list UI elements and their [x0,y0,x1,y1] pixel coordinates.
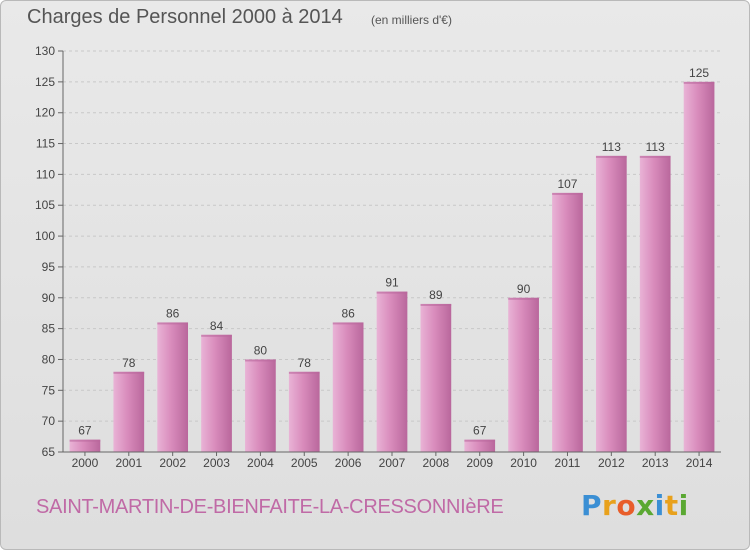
bar-value-label: 90 [517,282,531,296]
bar-cap [113,371,145,374]
bar-value-label: 113 [646,140,665,154]
bar-cap [464,439,496,442]
bar-cap [683,81,715,84]
logo-letter: i [678,489,689,522]
bar-value-label: 80 [254,343,268,357]
bar-value-label: 113 [602,140,621,154]
x-tick-label: 2004 [247,456,274,470]
bar-cap [552,192,583,195]
bar [376,291,408,452]
y-tick-label: 75 [42,383,56,397]
bar-cap [420,303,452,306]
logo-letter: t [664,489,679,522]
bar-cap [245,359,276,362]
x-tick-label: 2009 [466,456,493,470]
commune-name: SAINT-MARTIN-DE-BIENFAITE-LA-CRESSONNIèR… [36,496,504,518]
x-tick-label: 2002 [159,456,186,470]
x-tick-label: 2008 [423,456,450,470]
bar-cap [595,155,627,158]
bar [508,297,539,452]
logo-letter: x [636,489,655,522]
axes: 65 70 75 80 85 90 95 100 105 110 115 120 125 130 2000 2… [35,44,721,470]
bar-value-label: 67 [78,424,92,438]
bar [245,359,276,452]
x-tick-label: 2005 [291,456,318,470]
chart-subtitle: (en milliers d'€) [371,13,452,27]
bar [639,155,671,452]
bar [288,371,320,452]
x-tick-label: 2010 [510,456,537,470]
y-tick-label: 70 [42,414,56,428]
x-tick-label: 2014 [686,456,713,470]
bar-value-label: 89 [429,288,443,302]
bar-value-label: 86 [166,306,180,320]
logo-letter: o [616,489,637,522]
bar [201,334,232,452]
y-tick-label: 65 [42,445,56,459]
y-tick-label: 95 [42,260,56,274]
y-tick-label: 90 [42,291,56,305]
x-tick-label: 2006 [335,456,362,470]
bar [552,192,583,452]
y-tick-label: 105 [35,198,55,212]
y-tick-label: 110 [36,167,55,181]
bar-value-label: 84 [210,319,224,333]
bar-cap [69,439,101,442]
bar-cap [201,334,232,337]
bar-cap [376,291,408,294]
x-tick-label: 2011 [555,456,581,470]
x-tick-label: 2013 [642,456,669,470]
bar-cap [508,297,539,300]
bar-cap [332,322,364,325]
x-tick-label: 2000 [72,456,99,470]
x-tick-label: 2007 [379,456,406,470]
bar [595,155,627,452]
bar [69,439,101,452]
logo-letter: P [581,489,603,522]
x-tick-label: 2003 [203,456,230,470]
bar [420,303,452,452]
bar-cap [288,371,320,374]
bar-value-label: 125 [689,66,709,80]
bar [157,322,189,452]
logo-letter: r [602,489,617,522]
y-tick-label: 120 [35,106,55,120]
y-tick-label: 85 [42,322,56,336]
bar-value-label: 107 [557,177,577,191]
chart-title: Charges de Personnel 2000 à 2014 [27,6,343,28]
bar-cap [157,322,189,325]
bar-value-label: 86 [341,306,355,320]
bar [332,322,364,452]
y-tick-label: 80 [42,352,56,366]
bar [113,371,145,452]
bar [464,439,496,452]
y-tick-label: 100 [35,229,55,243]
logo-letter: i [654,489,665,522]
x-tick-label: 2001 [115,456,142,470]
y-tick-label: 115 [36,137,55,151]
x-tick-label: 2012 [598,456,625,470]
bar [683,81,715,452]
y-tick-label: 130 [35,44,55,58]
y-tick-label: 125 [35,75,55,89]
bars: 67 78 86 84 80 78 86 91 89 67 90 107 113 113 125 [69,66,715,452]
bar-value-label: 67 [473,424,487,438]
bar-value-label: 91 [385,276,399,290]
bar-value-label: 78 [298,356,312,370]
proxiti-logo: Proxiti [581,489,689,522]
bar-cap [639,155,671,158]
bar-value-label: 78 [122,356,136,370]
